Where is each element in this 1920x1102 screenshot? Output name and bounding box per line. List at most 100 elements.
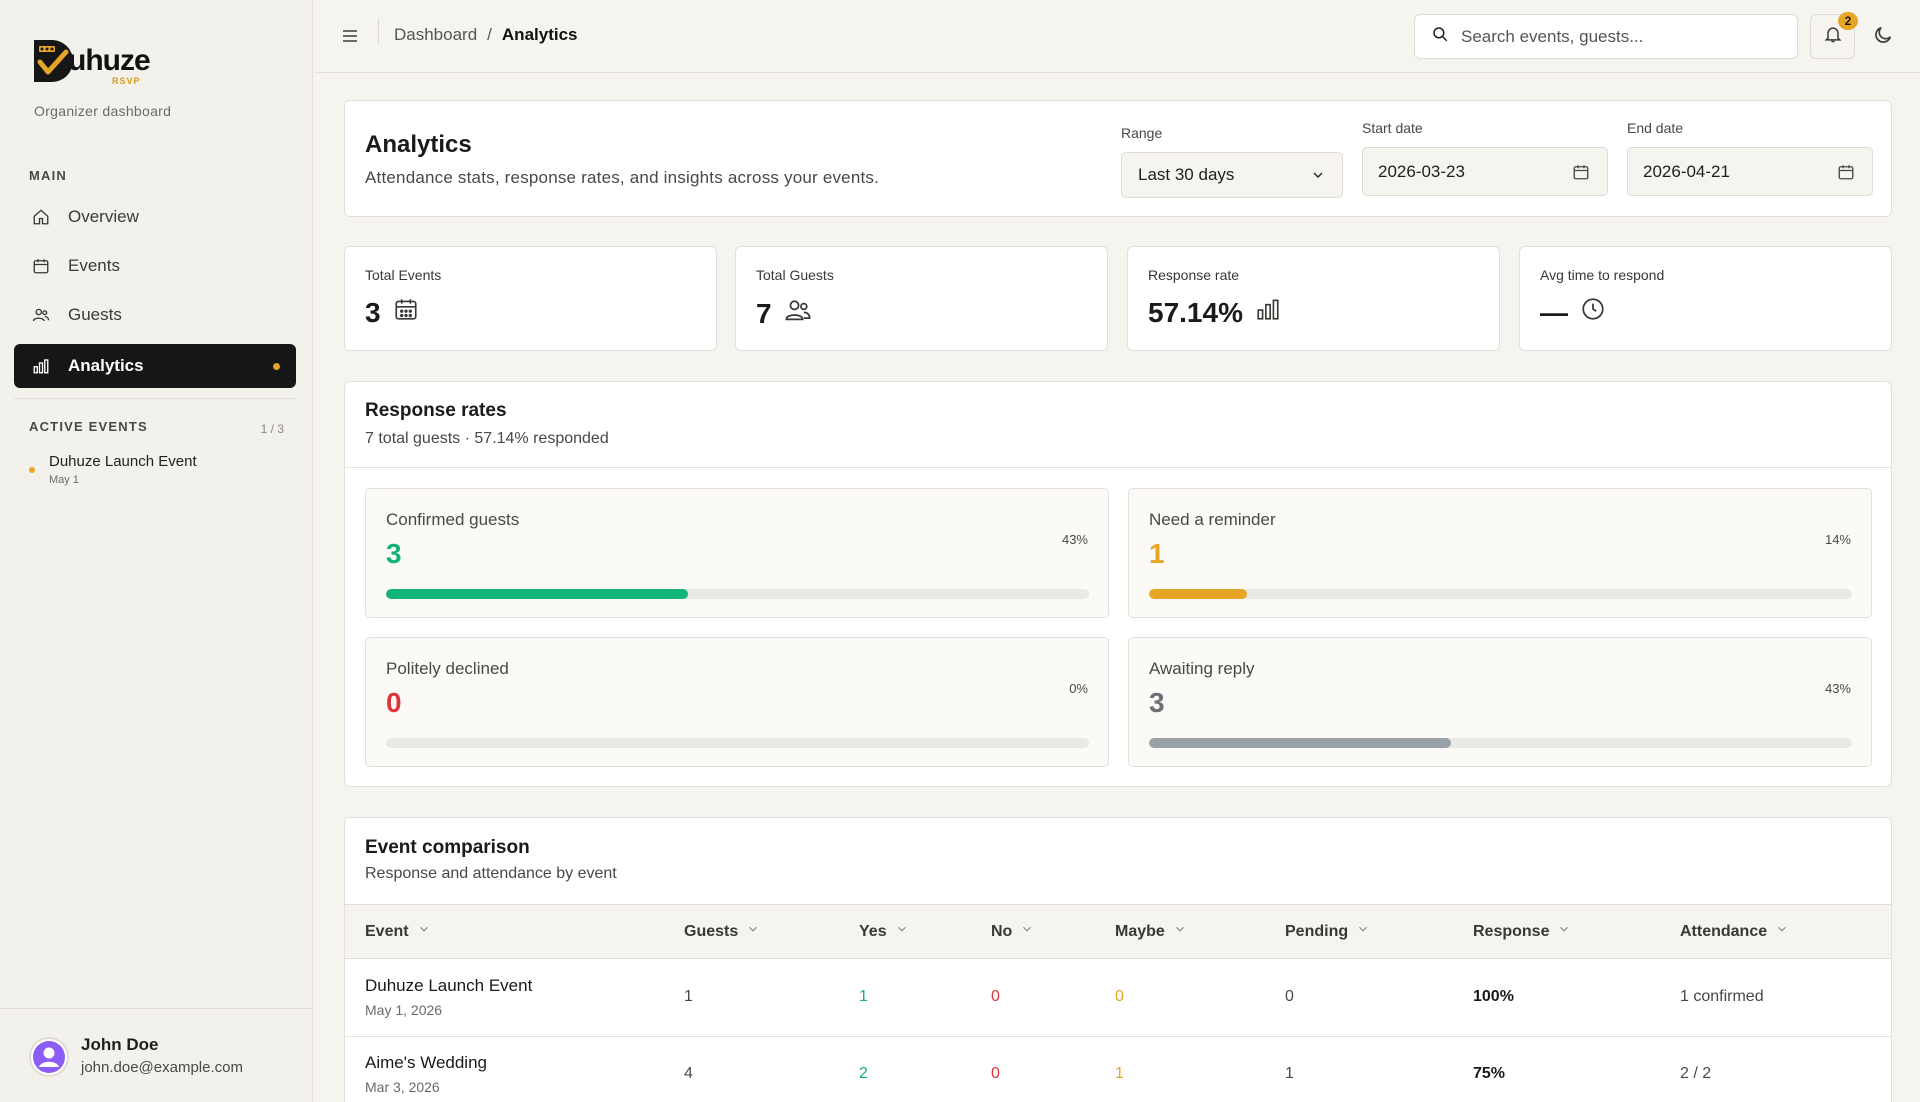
chevron-down-icon — [746, 922, 760, 941]
moon-icon[interactable] — [1872, 24, 1898, 50]
topbar-separator — [378, 18, 379, 44]
rate-percent: 14% — [1824, 532, 1851, 547]
cell-no: 0 — [991, 1065, 1000, 1082]
cell-attendance: 1 confirmed — [1680, 988, 1764, 1005]
column-header-maybe[interactable]: Maybe — [1115, 922, 1187, 941]
range-select[interactable]: Last 30 days — [1121, 152, 1343, 198]
table-row[interactable]: Duhuze Launch Event May 1, 2026 1 1 0 0 … — [345, 960, 1891, 1037]
stat-value-wrapper: — — [1540, 296, 1606, 329]
rate-label: Politely declined — [386, 659, 509, 678]
brand-logo[interactable]: uhuze RSVP — [32, 38, 151, 86]
rate-need-reminder: Need a reminder 1 14% — [1128, 488, 1872, 618]
org-label: Organizer dashboard — [34, 103, 172, 119]
cell-guests: 1 — [684, 988, 693, 1005]
chevron-down-icon — [1557, 922, 1571, 941]
breadcrumb-dashboard[interactable]: Dashboard — [394, 25, 478, 44]
bell-icon — [1823, 24, 1843, 49]
stat-value: 7 — [756, 297, 772, 329]
cell-pending: 1 — [1285, 1065, 1294, 1082]
rate-value: 3 — [1149, 687, 1165, 718]
column-header-no[interactable]: No — [991, 922, 1034, 941]
cell-guests: 4 — [684, 1065, 693, 1082]
chevron-down-icon — [1020, 922, 1034, 941]
column-label: Yes — [859, 922, 887, 940]
breadcrumb-separator: / — [487, 25, 492, 44]
users-icon — [30, 304, 52, 326]
rate-label: Confirmed guests — [386, 510, 520, 529]
search-box[interactable] — [1414, 14, 1798, 59]
range-value: Last 30 days — [1138, 165, 1235, 184]
stat-value-wrapper: 7 — [756, 296, 812, 331]
sidebar-item-analytics[interactable]: Analytics — [14, 344, 296, 388]
chevron-down-icon — [1775, 922, 1789, 941]
event-comparison-card: Event comparison Response and attendance… — [344, 817, 1892, 1102]
search-input[interactable] — [1461, 26, 1781, 47]
event-date: Mar 3, 2026 — [365, 1079, 440, 1095]
section-subtitle: Response and attendance by event — [365, 865, 617, 882]
sidebar-divider — [14, 398, 296, 399]
sidebar-item-label: Guests — [68, 305, 122, 324]
rate-awaiting: Awaiting reply 3 43% — [1128, 637, 1872, 767]
calendar-icon — [30, 255, 52, 277]
rate-percent: 43% — [1061, 532, 1088, 547]
page-subtitle: Attendance stats, response rates, and in… — [365, 168, 880, 187]
table-row[interactable]: Aime's Wedding Mar 3, 2026 4 2 0 1 1 75%… — [345, 1037, 1891, 1102]
main-section-label: MAIN — [29, 168, 68, 183]
start-date-label: Start date — [1362, 120, 1423, 136]
event-status-dot — [29, 467, 35, 473]
chevron-down-icon — [1173, 922, 1187, 941]
column-header-yes[interactable]: Yes — [859, 922, 909, 941]
stat-card-response-rate: Response rate 57.14% — [1127, 246, 1500, 351]
bar-chart-icon — [1255, 296, 1281, 329]
stat-value: — — [1540, 296, 1568, 328]
end-date-input[interactable]: 2026-04-21 — [1627, 147, 1873, 196]
active-event-name: Duhuze Launch Event — [49, 453, 197, 470]
stat-value: 57.14% — [1148, 296, 1243, 328]
active-event-duhuze-launch[interactable]: Duhuze Launch Event May 1 — [28, 453, 197, 486]
stat-card-total-events: Total Events 3 — [344, 246, 717, 351]
breadcrumb-current: Analytics — [501, 25, 578, 44]
cell-no: 0 — [991, 988, 1000, 1005]
progress-track — [1149, 738, 1852, 748]
column-label: Response — [1473, 922, 1550, 940]
end-date-label: End date — [1627, 120, 1684, 136]
column-header-pending[interactable]: Pending — [1285, 922, 1370, 941]
event-name: Duhuze Launch Event — [365, 976, 533, 995]
cell-yes: 1 — [859, 988, 868, 1005]
topbar: Dashboard / Analytics 2 — [314, 0, 1920, 73]
home-icon — [30, 206, 52, 228]
cell-response: 100% — [1473, 988, 1514, 1005]
start-date-value: 2026-03-23 — [1378, 161, 1465, 181]
start-date-input[interactable]: 2026-03-23 — [1362, 147, 1608, 196]
range-label: Range — [1121, 125, 1163, 141]
menu-toggle-icon[interactable] — [338, 24, 362, 48]
section-title: Event comparison — [365, 837, 530, 858]
cell-maybe: 0 — [1115, 988, 1124, 1005]
progress-fill — [1149, 738, 1452, 748]
active-events-count: 1 / 3 — [260, 422, 284, 436]
rate-percent: 43% — [1824, 681, 1851, 696]
sidebar-item-label: Events — [68, 256, 120, 275]
sidebar-item-events[interactable]: Events — [14, 244, 296, 288]
users-icon — [784, 296, 812, 331]
sidebar-item-overview[interactable]: Overview — [14, 195, 296, 239]
column-header-event[interactable]: Event — [365, 922, 431, 941]
bar-chart-icon — [30, 355, 52, 377]
stat-value-wrapper: 3 — [365, 296, 419, 329]
rate-value: 1 — [1149, 538, 1165, 569]
user-block[interactable]: John Doe john.doe@example.com — [0, 1008, 313, 1102]
rate-value: 3 — [386, 538, 402, 569]
cell-pending: 0 — [1285, 988, 1294, 1005]
chevron-down-icon — [895, 922, 909, 941]
progress-fill — [1149, 589, 1248, 599]
active-dot — [273, 363, 280, 370]
rate-confirmed: Confirmed guests 3 43% — [365, 488, 1109, 618]
cell-yes: 2 — [859, 1065, 868, 1082]
sidebar-item-guests[interactable]: Guests — [14, 293, 296, 337]
column-header-guests[interactable]: Guests — [684, 922, 760, 941]
column-header-attendance[interactable]: Attendance — [1680, 922, 1789, 941]
column-header-response[interactable]: Response — [1473, 922, 1571, 941]
breadcrumb: Dashboard / Analytics — [394, 25, 578, 45]
user-email: john.doe@example.com — [81, 1059, 243, 1076]
column-label: Attendance — [1680, 922, 1768, 940]
